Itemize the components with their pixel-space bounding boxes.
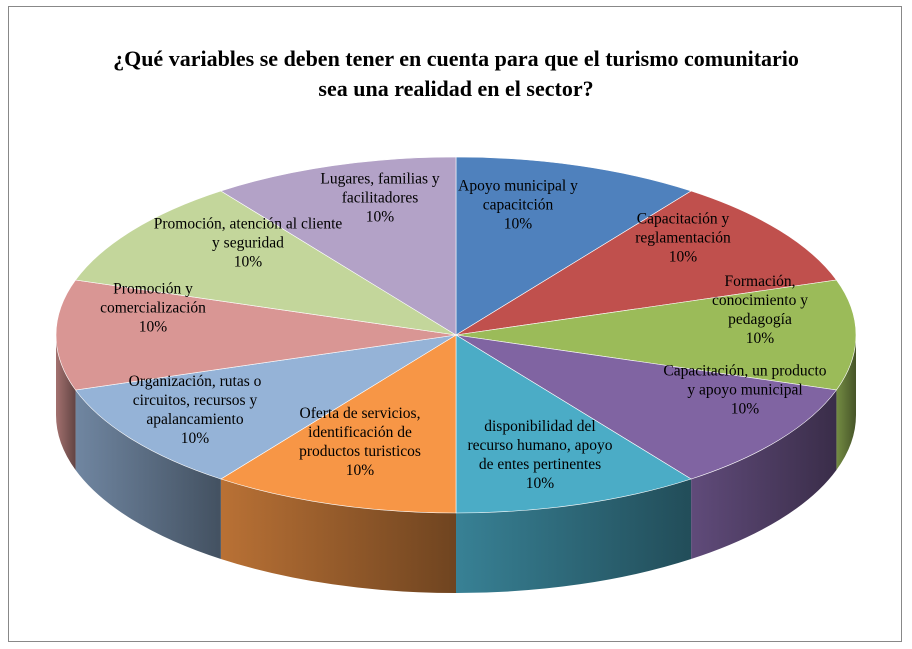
data-label: Oferta de servicios, identificación de p… [280,404,440,480]
value-label: 10% [503,215,533,233]
slice [455,190,837,336]
data-label: Promoción y comercialización 10% [78,280,228,337]
category-label: Apoyo municipal y capacitción [458,177,578,214]
chart-frame [8,6,902,642]
value-label: 10% [525,475,555,492]
value-label: 10% [233,253,263,271]
data-label: Formación, conocimiento y pedagogía 10% [685,272,835,348]
slice [455,334,837,480]
value-label: 10% [138,318,168,336]
category-label: disponibilidad del recurso humano, apoyo… [467,418,613,473]
value-label: 10% [730,400,760,418]
category-label: Capacitación, un producto y apoyo munici… [663,362,827,399]
slice [55,279,457,391]
value-label: 10% [668,248,698,266]
slice [455,279,857,391]
category-label: Capacitación y reglamentación [635,210,731,247]
chart-title: ¿Qué variables se deben tener en cuenta … [113,46,799,101]
slice-side [75,390,221,560]
slice [75,334,457,480]
data-label: Organización, rutas o circuitos, recurso… [100,372,290,448]
data-label: disponibilidad del recurso humano, apoyo… [460,417,620,493]
category-label: Promoción, atención al cliente y segurid… [153,215,343,252]
data-label: Apoyo municipal y capacitción 10% [443,177,593,234]
slice [455,334,692,514]
value-label: 10% [365,208,395,226]
slice [220,334,457,514]
category-label: Lugares, familias y facilitadores [320,170,440,207]
slice-side [456,479,692,593]
slice-side [56,335,76,471]
data-label: Lugares, familias y facilitadores 10% [300,170,460,227]
value-label: 10% [745,330,775,347]
data-label: Capacitación y reglamentación 10% [608,210,758,267]
value-label: 10% [345,462,375,479]
category-label: Formación, conocimiento y pedagogía [712,273,808,328]
category-label: Oferta de servicios, identificación de p… [299,405,421,460]
value-label: 10% [180,430,210,447]
slice-side [836,335,856,471]
category-label: Promoción y comercialización [100,280,206,317]
category-label: Organización, rutas o circuitos, recurso… [128,373,262,428]
slice [75,190,457,336]
data-label: Promoción, atención al cliente y segurid… [153,215,343,272]
data-label: Capacitación, un producto y apoyo munici… [660,362,830,419]
slice [455,156,692,336]
slice-side [691,390,837,560]
slice [220,156,457,336]
slice-side [220,479,456,593]
